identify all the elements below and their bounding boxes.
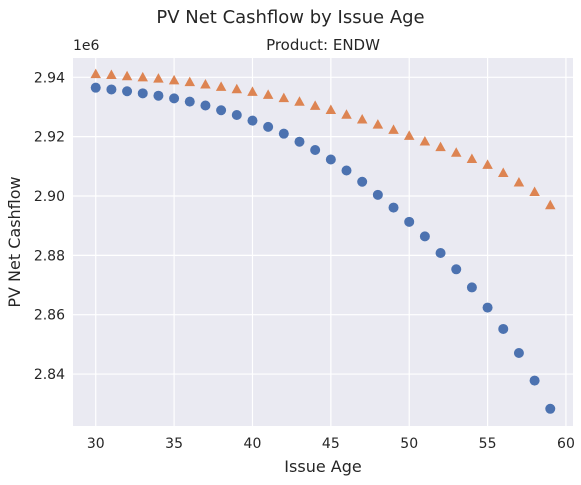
figure-title: PV Net Cashflow by Issue Age: [156, 7, 425, 28]
series-1-point: [498, 323, 509, 334]
series-2-point: [137, 71, 148, 82]
series-1-point: [513, 347, 524, 358]
series-2-point: [200, 79, 211, 89]
x-tick-label: 40: [244, 436, 262, 452]
tick-labels: 30 35 40 45 50 55 60 2.84 2.86 2.88 2.90 2.92 2.94: [34, 70, 575, 452]
series-2-point: [466, 153, 478, 163]
series-1-point: [90, 82, 101, 93]
series-1-point: [529, 375, 540, 386]
series-2-point: [231, 83, 243, 94]
x-tick-label: 55: [479, 436, 497, 452]
series-1-point: [200, 100, 211, 111]
y-axis-label: PV Net Cashflow: [5, 176, 24, 307]
data-points: [90, 68, 556, 414]
series-1-point: [372, 189, 383, 200]
x-tick-label: 60: [557, 436, 575, 452]
series-2-point: [215, 81, 227, 91]
plot-background: [73, 58, 573, 426]
series-2-point: [121, 70, 133, 81]
y-tick-label: 2.84: [34, 367, 65, 383]
series-2-point: [294, 96, 305, 106]
x-tick-label: 35: [165, 436, 183, 452]
series-1-point: [435, 247, 446, 258]
series-2-point: [325, 104, 337, 115]
series-2-point: [168, 74, 180, 85]
series-1-point: [482, 302, 493, 313]
x-axis-label: Issue Age: [284, 457, 361, 476]
series-1-point: [419, 231, 430, 242]
series-2-point: [153, 73, 164, 83]
series-1-point: [153, 90, 164, 101]
series-2-point: [262, 89, 274, 99]
series-2-point: [388, 124, 399, 134]
series-1-point: [341, 165, 352, 176]
series-1-point: [294, 136, 305, 147]
x-tick-label: 50: [400, 436, 418, 452]
series-1-point: [310, 145, 321, 155]
y-tick-label: 2.88: [34, 248, 65, 264]
x-tick-label: 30: [87, 436, 105, 452]
series-1-point: [263, 121, 274, 132]
series-1-point: [169, 93, 180, 104]
series-1-point: [325, 154, 336, 165]
series-2-point: [419, 135, 431, 146]
series-1-point: [137, 88, 148, 99]
y-tick-label: 2.92: [34, 130, 65, 146]
series-1-point: [231, 109, 242, 120]
series-1-point: [545, 403, 556, 414]
series-2-point: [356, 114, 368, 124]
series-2-point: [309, 100, 321, 110]
series-2-point: [278, 92, 290, 103]
series-2-point: [184, 76, 196, 87]
series-1-point: [388, 202, 399, 213]
series-1-point: [404, 216, 415, 227]
series-2-point: [106, 69, 117, 80]
x-tick-label: 45: [322, 436, 340, 452]
y-offset-label: 1e6: [73, 38, 100, 54]
y-tick-label: 2.86: [34, 308, 65, 324]
y-tick-label: 2.90: [34, 189, 65, 205]
series-1-point: [357, 176, 368, 187]
series-2-point: [90, 68, 101, 79]
series-1-point: [106, 84, 117, 95]
series-2-point: [341, 109, 352, 119]
series-2-point: [513, 176, 525, 187]
series-1-point: [122, 86, 133, 97]
series-2-point: [498, 167, 509, 177]
series-1-point: [466, 282, 477, 293]
series-2-point: [450, 147, 462, 157]
series-1-point: [184, 96, 195, 107]
series-2-point: [372, 119, 384, 129]
series-2-point: [403, 130, 415, 140]
y-tick-label: 2.94: [34, 70, 65, 86]
series-1-point: [451, 264, 462, 275]
series-1-point: [216, 105, 227, 116]
series-1-point: [278, 128, 289, 139]
series-2-point: [435, 141, 446, 152]
series-2-point: [545, 199, 556, 210]
chart-subtitle: Product: ENDW: [266, 36, 380, 54]
series-2-point: [247, 86, 258, 96]
series-2-point: [482, 159, 493, 169]
series-2-point: [529, 186, 540, 196]
series-1-point: [247, 115, 258, 126]
